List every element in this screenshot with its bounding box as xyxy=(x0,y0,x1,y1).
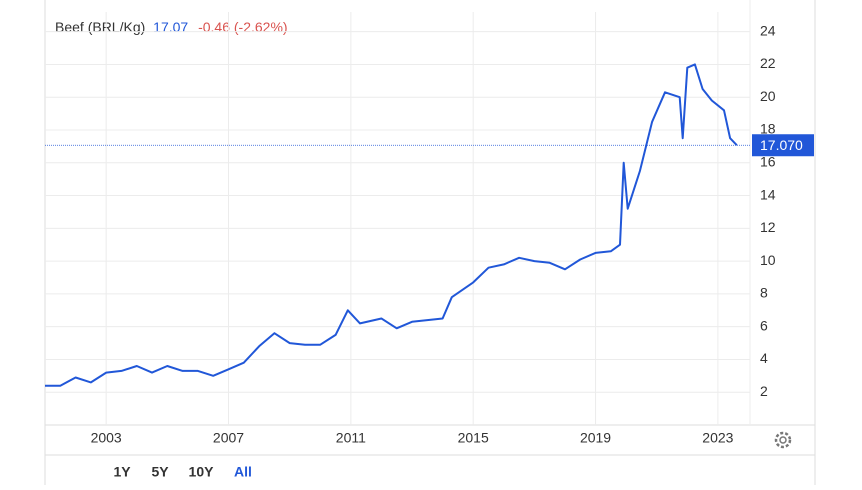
header: Beef (BRL/Kg) 17.07 -0.46 (-2.62%) xyxy=(55,19,288,35)
range-button[interactable]: 10Y xyxy=(189,464,215,480)
current-price-label: 17.070 xyxy=(760,137,803,153)
x-tick-label: 2011 xyxy=(336,430,366,446)
settings-icon[interactable] xyxy=(774,431,792,449)
series-name: Beef (BRL/Kg) xyxy=(55,19,145,35)
range-button[interactable]: All xyxy=(234,464,252,480)
y-tick-label: 14 xyxy=(760,186,776,202)
y-tick-label: 24 xyxy=(760,22,776,38)
y-tick-label: 12 xyxy=(760,219,776,235)
y-tick-label: 4 xyxy=(760,350,768,366)
x-tick-label: 2019 xyxy=(580,430,611,446)
x-tick-label: 2003 xyxy=(91,430,122,446)
y-tick-label: 16 xyxy=(760,153,776,169)
x-tick-label: 2023 xyxy=(702,430,733,446)
range-button[interactable]: 1Y xyxy=(113,464,131,480)
current-price-tag xyxy=(752,134,814,157)
change: -0.46 (-2.62%) xyxy=(198,19,287,35)
x-tick-label: 2007 xyxy=(213,430,244,446)
price: 17.07 xyxy=(153,19,188,35)
y-tick-label: 18 xyxy=(760,121,776,137)
y-tick-label: 20 xyxy=(760,88,776,104)
y-tick-label: 8 xyxy=(760,285,768,301)
price-line xyxy=(45,63,738,387)
range-button[interactable]: 5Y xyxy=(151,464,169,480)
x-tick-label: 2015 xyxy=(458,430,489,446)
y-tick-label: 10 xyxy=(760,252,776,268)
y-tick-label: 22 xyxy=(760,55,776,71)
y-tick-label: 2 xyxy=(760,383,768,399)
y-tick-label: 6 xyxy=(760,317,768,333)
